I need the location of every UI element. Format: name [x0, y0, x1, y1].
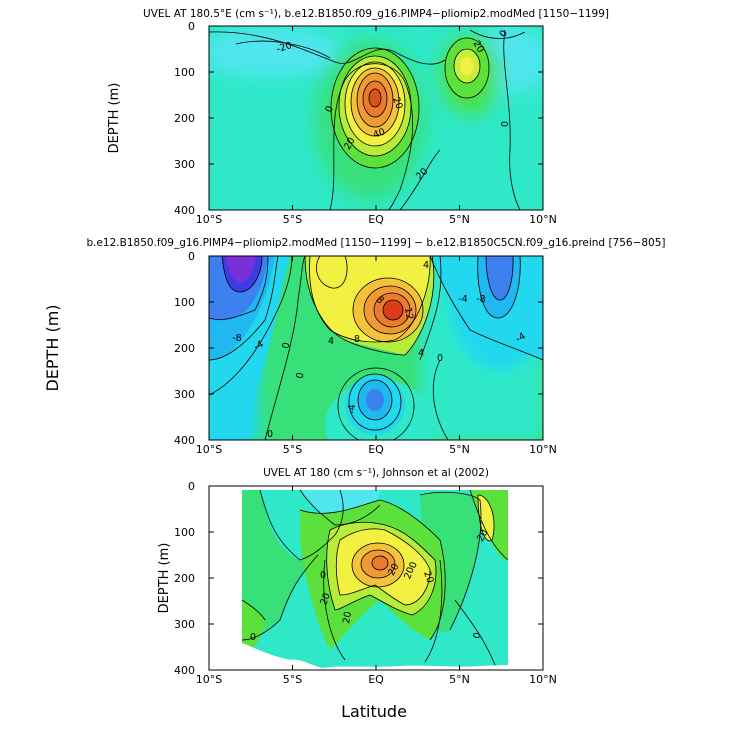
panel-1-field — [209, 26, 543, 210]
panel-1-contour-labels: -20 20 0 20 40 20 0 0 20 — [275, 28, 511, 182]
contour-label: 0 — [250, 632, 256, 643]
x-tick-label: 5°N — [449, 443, 470, 456]
panel-2-field — [209, 256, 543, 440]
x-tick-label: EQ — [368, 673, 384, 686]
y-tick-label: 100 — [174, 296, 195, 309]
x-tick-label: 10°S — [196, 213, 222, 226]
x-tick-label: EQ — [368, 213, 384, 226]
contour-label: 20 — [402, 566, 416, 581]
contour-label: -4 — [458, 294, 467, 305]
y-tick-label: 400 — [174, 664, 195, 677]
contour-label: 0 — [320, 570, 326, 581]
contour-label: 0 — [267, 429, 273, 440]
contour-label: 20 — [342, 136, 358, 152]
contour-label: 4 — [328, 336, 334, 347]
panel-1-contours — [209, 29, 526, 210]
contour-label: 0 — [472, 632, 484, 640]
contour-label: 0 — [500, 121, 511, 127]
contour-label: 0 — [437, 353, 443, 364]
panel-2-contours — [209, 256, 543, 440]
y-tick-label: 300 — [174, 618, 195, 631]
contour-label: 20 — [475, 528, 491, 544]
x-tick-label: 10°S — [196, 443, 222, 456]
panel-3: UVEL AT 180 (cm s⁻¹), Johnson et al (200… — [157, 467, 557, 686]
x-tick-label: 10°S — [196, 673, 222, 686]
panel-2-title: b.e12.B1850.f09_g16.PIMP4−pliomip2.modMe… — [86, 237, 665, 249]
contour-label: 0 — [295, 372, 307, 380]
panel-1-ylabel: DEPTH (m) — [107, 83, 122, 154]
contour-label: -20 — [275, 40, 293, 55]
x-tick-label: 10°N — [529, 213, 557, 226]
x-tick-label: 5°S — [283, 673, 302, 686]
contour-label: -8 — [232, 333, 241, 344]
contour-label: 20 — [421, 570, 435, 585]
y-tick-label: 100 — [174, 526, 195, 539]
panel-3-contour-labels: 20 0 20 20 20 0 20 0 20 0 — [250, 528, 491, 643]
x-tick-label: 5°N — [449, 213, 470, 226]
x-axis-label: Latitude — [341, 702, 407, 721]
panel-3-contours — [241, 489, 509, 666]
panel-1-title: UVEL AT 180.5°E (cm s⁻¹), b.e12.B1850.f0… — [143, 8, 609, 20]
y-tick-label: 200 — [174, 572, 195, 585]
contour-label: 20 — [318, 592, 332, 607]
contour-label: -8 — [476, 294, 485, 305]
contour-label: 0 — [498, 28, 511, 39]
panel-1-necc — [445, 38, 489, 98]
contour-label: 40 — [372, 126, 387, 140]
y-tick-label: 0 — [188, 20, 195, 33]
x-tick-label: 5°S — [283, 443, 302, 456]
y-tick-label: 200 — [174, 342, 195, 355]
contour-label: 4 — [418, 348, 424, 359]
panel-1-jet — [331, 48, 419, 168]
panel-3-ylabel: DEPTH (m) — [157, 543, 172, 614]
contour-label: 4 — [423, 260, 429, 271]
x-tick-label: 10°N — [529, 673, 557, 686]
contour-label: 8 — [354, 334, 360, 345]
contour-label: 0 — [323, 104, 335, 113]
panel-3-field — [209, 486, 543, 670]
x-tick-label: 5°S — [283, 213, 302, 226]
x-tick-label: EQ — [368, 443, 384, 456]
y-tick-label: 0 — [188, 250, 195, 263]
contour-label: 20 — [470, 39, 486, 55]
contour-label: 20 — [341, 611, 354, 625]
contour-label: -4 — [347, 404, 358, 413]
y-tick-label: 0 — [188, 480, 195, 493]
y-tick-label: 400 — [174, 204, 195, 217]
contour-label: 12 — [402, 307, 415, 321]
panel-2: b.e12.B1850.f09_g16.PIMP4−pliomip2.modMe… — [43, 237, 666, 456]
panel-3-title: UVEL AT 180 (cm s⁻¹), Johnson et al (200… — [263, 467, 489, 479]
y-tick-label: 100 — [174, 66, 195, 79]
contour-label: 0 — [407, 560, 419, 569]
panel-2-ylabel: DEPTH (m) — [43, 304, 62, 391]
y-tick-label: 200 — [174, 112, 195, 125]
y-tick-label: 400 — [174, 434, 195, 447]
x-tick-label: 10°N — [529, 443, 557, 456]
x-tick-label: 5°N — [449, 673, 470, 686]
contour-label: 0 — [281, 342, 293, 350]
contour-label: 20 — [390, 96, 404, 111]
contour-label: 20 — [386, 562, 402, 578]
y-tick-label: 300 — [174, 158, 195, 171]
y-tick-label: 300 — [174, 388, 195, 401]
panel-1: UVEL AT 180.5°E (cm s⁻¹), b.e12.B1850.f0… — [107, 8, 609, 226]
